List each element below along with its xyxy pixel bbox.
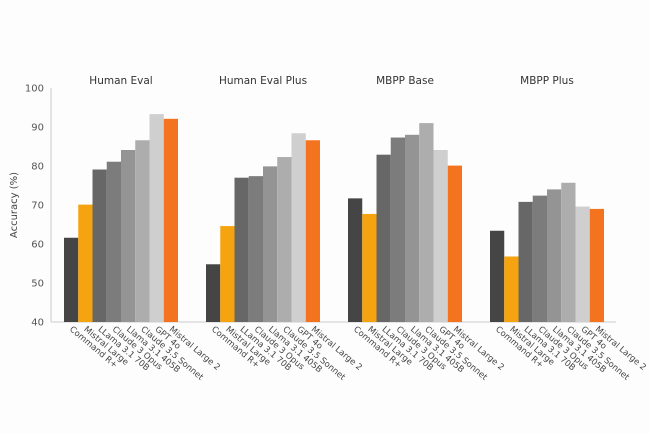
bar [447, 165, 462, 322]
bar [419, 123, 434, 322]
bar [248, 176, 263, 322]
y-axis-label: Accuracy (%) [9, 172, 20, 238]
bar [149, 114, 164, 322]
y-tick-label: 100 [25, 84, 44, 95]
panel-title: Human Eval [89, 75, 152, 87]
panel-title: MBPP Base [376, 75, 434, 87]
bar [277, 157, 292, 322]
bar [64, 237, 79, 322]
bar [206, 264, 221, 322]
bar [305, 140, 320, 322]
bar [518, 201, 533, 322]
bar [163, 118, 178, 322]
bar [390, 137, 405, 322]
bar [106, 161, 121, 322]
panel-title: Human Eval Plus [219, 75, 307, 87]
bar [78, 204, 93, 322]
bar [362, 213, 377, 322]
bar [135, 140, 150, 322]
y-tick-label: 80 [31, 162, 44, 173]
bar [547, 189, 562, 322]
bar [575, 206, 590, 322]
bar [433, 150, 448, 322]
y-tick-label: 70 [31, 201, 44, 212]
bar [348, 198, 363, 322]
y-tick-label: 60 [31, 240, 44, 251]
bar [291, 133, 306, 322]
bar [121, 150, 136, 322]
bar [263, 166, 278, 322]
bar [405, 134, 420, 322]
bar [532, 195, 547, 322]
bar [92, 169, 107, 322]
bar [234, 177, 249, 322]
y-tick-label: 90 [31, 123, 44, 134]
bar [504, 256, 519, 322]
bar [589, 208, 604, 322]
panel-title: MBPP Plus [520, 75, 574, 87]
bar [561, 182, 576, 322]
y-tick-label: 50 [31, 279, 44, 290]
y-tick-label: 40 [31, 318, 44, 329]
bar [220, 226, 235, 322]
bar [490, 230, 505, 322]
bar [376, 154, 391, 322]
